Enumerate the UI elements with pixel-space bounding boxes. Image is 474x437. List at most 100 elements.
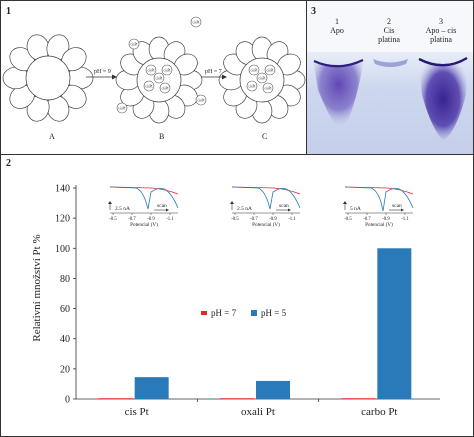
cisPt-particle: [143, 80, 155, 92]
inset-x-tick-label: -0.7: [363, 217, 371, 222]
legend: pH = 7 pH = 5: [201, 308, 287, 318]
inset-1: 2.5 nA scan -0.5 -0.7 -0.9 -1.1 Potencial (V): [108, 186, 179, 228]
stage-label-A: A: [49, 132, 55, 141]
inset-scale-label: 2.5 nA: [237, 206, 252, 212]
legend-label-ph5: pH = 5: [261, 308, 287, 318]
inset-scan-label: scan: [157, 203, 167, 209]
stage-label-C: C: [262, 132, 267, 141]
lane-2-label: Cis: [384, 26, 395, 35]
cisPt-particle-label: cisPt: [164, 69, 171, 73]
panel-3: 3 1 Apo 2 Cis platina 3 Apo – cis platin…: [307, 1, 473, 154]
y-axis-label: Relativní množství Pt %: [31, 234, 43, 341]
inset-scale-label: 2.5 nA: [115, 206, 130, 212]
inset-x-tick-label: -1.1: [166, 217, 174, 222]
inset-curve-ph5: [231, 186, 301, 210]
bar-ph5: [256, 380, 290, 399]
cisPt-particle-label: cisPt: [265, 87, 272, 91]
inset-x-tick-label: -0.9: [382, 217, 390, 222]
bar-ph7: [220, 398, 254, 400]
arrow-1-head: [112, 74, 117, 80]
inset-scan-arrowhead: [166, 208, 169, 212]
inset-x-tick-label: -0.5: [109, 217, 117, 222]
lane-1-label: Apo: [330, 26, 344, 35]
y-tick-label: 20: [60, 364, 70, 375]
inset-x-tick-label: -0.5: [231, 217, 239, 222]
legend-swatch-ph7: [201, 311, 207, 315]
inset-curve-ph7: [344, 186, 414, 195]
cisPt-particle: [264, 64, 276, 76]
cisPt-particle-label: cisPt: [259, 77, 266, 81]
cisPt-particle-label: cisPt: [148, 69, 155, 73]
cisPt-particle: [161, 64, 173, 76]
cisPt-particle: [248, 64, 260, 76]
free-cisPt-label: cisPt: [193, 21, 200, 25]
x-tick-label: carbo Pt: [361, 406, 397, 418]
bar-ph5: [134, 377, 169, 399]
cisPt-particle-label: cisPt: [249, 85, 256, 89]
lane-2-number: 2: [387, 17, 391, 26]
arrow-2-label: pH = 7: [205, 69, 222, 75]
inset-scan-arrowhead: [401, 208, 404, 212]
cisPt-particle: [262, 82, 274, 94]
cisPt-particle: [153, 72, 165, 84]
inset-scale-arrow: [343, 201, 347, 204]
y-tick-label: 0: [65, 395, 70, 406]
gel-lane-3-band: [418, 58, 468, 140]
lane-2-label-line2: platina: [378, 35, 400, 44]
x-categories: cis Pt oxali Pt carbo Pt: [125, 399, 398, 418]
inset-curve-ph5: [109, 186, 179, 210]
cisPt-particle: [256, 72, 268, 84]
y-tick-label: 120: [55, 214, 70, 225]
inset-scan-label: scan: [279, 203, 289, 209]
inset-scale-arrow: [108, 201, 112, 204]
legend-label-ph7: pH = 7: [211, 308, 237, 318]
panel-3-number: 3: [311, 6, 316, 17]
panel-1-number: 1: [6, 6, 11, 17]
inset-x-label: Potencial (V): [252, 221, 280, 228]
free-cisPt-particle: [116, 102, 128, 114]
gel-lane-1-band: [313, 60, 364, 130]
bars: [98, 248, 412, 400]
cage-core: [25, 55, 71, 101]
y-tick-label: 100: [55, 244, 70, 255]
gel-lane-3-front: [418, 56, 468, 67]
free-cisPt-particle: [190, 16, 202, 28]
inset-x-label: Potencial (V): [365, 221, 393, 228]
legend-swatch-ph5: [251, 310, 257, 316]
panel-2-number: 2: [6, 158, 11, 169]
gel-lane-1-front: [313, 59, 364, 68]
lane-3-number: 3: [439, 17, 443, 26]
stage-label-B: B: [159, 132, 164, 141]
inset-curve-ph7: [109, 186, 179, 195]
panel-2: 2 Relativní množství Pt % 0 20 40 60 80 100 12…: [6, 158, 440, 418]
inset-scale-label: 5 nA: [350, 206, 361, 212]
bar-ph7: [98, 398, 133, 400]
arrow-1-label: pH = 9: [94, 69, 111, 75]
inset-x-tick-label: -0.9: [147, 217, 155, 222]
inset-x-tick-label: -0.7: [250, 217, 258, 222]
lane-1-number: 1: [335, 17, 339, 26]
free-cisPt-label: cisPt: [131, 43, 138, 47]
y-tick-label: 140: [55, 184, 70, 195]
cisPt-particle-label: cisPt: [156, 77, 163, 81]
inset-2: 2.5 nA scan -0.5 -0.7 -0.9 -1.1 Potencial (V): [230, 186, 301, 228]
y-tick-label: 40: [60, 334, 70, 345]
x-tick-label: cis Pt: [125, 406, 149, 418]
free-cisPt-particle: [128, 38, 140, 50]
inset-scan-label: scan: [392, 203, 402, 209]
lane-3-label: Apo – cis: [426, 26, 457, 35]
inset-x-tick-label: -0.7: [128, 217, 136, 222]
y-tick-label: 80: [60, 274, 70, 285]
free-cisPt-label: cisPt: [198, 99, 205, 103]
inset-x-tick-label: -0.9: [269, 217, 277, 222]
inset-x-label: Potencial (V): [130, 221, 158, 228]
cisPt-particle: [246, 80, 258, 92]
arrow-2-head: [222, 74, 227, 80]
bar-ph5: [377, 248, 412, 399]
cisPt-particle-label: cisPt: [267, 69, 274, 73]
inset-x-tick-label: -0.5: [344, 217, 352, 222]
bar-ph7: [341, 398, 376, 400]
inset-curve-ph5: [344, 186, 414, 212]
